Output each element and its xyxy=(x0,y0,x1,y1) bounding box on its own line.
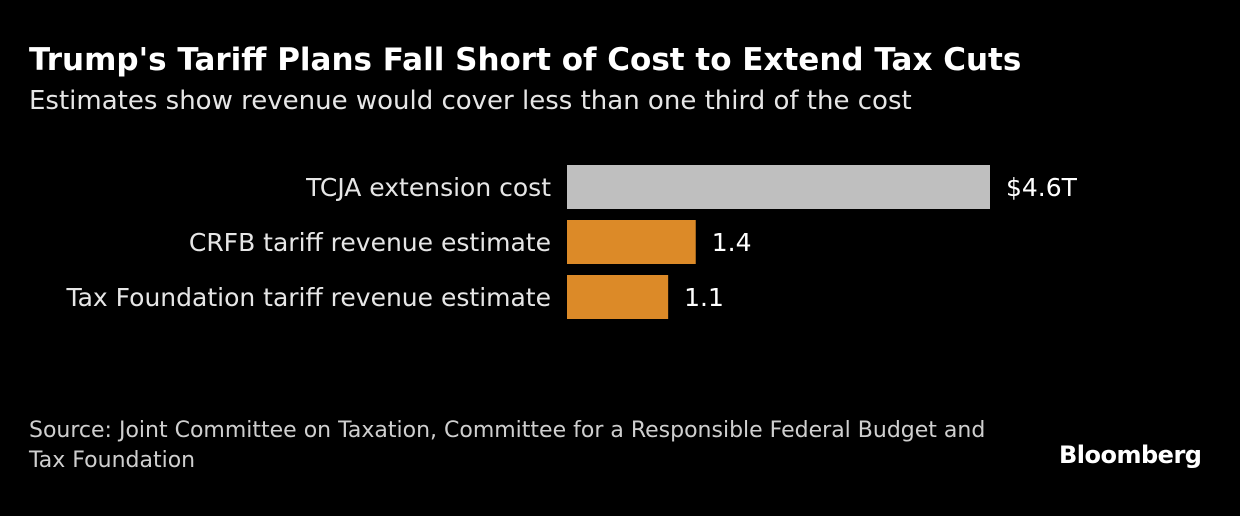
category-label: Tax Foundation tariff revenue estimate xyxy=(65,283,551,312)
bar xyxy=(567,275,669,319)
category-label: TCJA extension cost xyxy=(305,173,551,202)
source-note: Source: Joint Committee on Taxation, Com… xyxy=(29,418,986,473)
chart-subtitle: Estimates show revenue would cover less … xyxy=(29,86,912,116)
bloomberg-logo: Bloomberg xyxy=(1059,441,1202,469)
chart-title: Trump's Tariff Plans Fall Short of Cost … xyxy=(29,42,1022,78)
category-label: CRFB tariff revenue estimate xyxy=(189,228,551,257)
value-label: $4.6T xyxy=(1006,173,1078,202)
value-label: 1.1 xyxy=(684,283,724,312)
bar xyxy=(567,220,696,264)
bar xyxy=(567,165,990,209)
value-label: 1.4 xyxy=(712,228,752,257)
